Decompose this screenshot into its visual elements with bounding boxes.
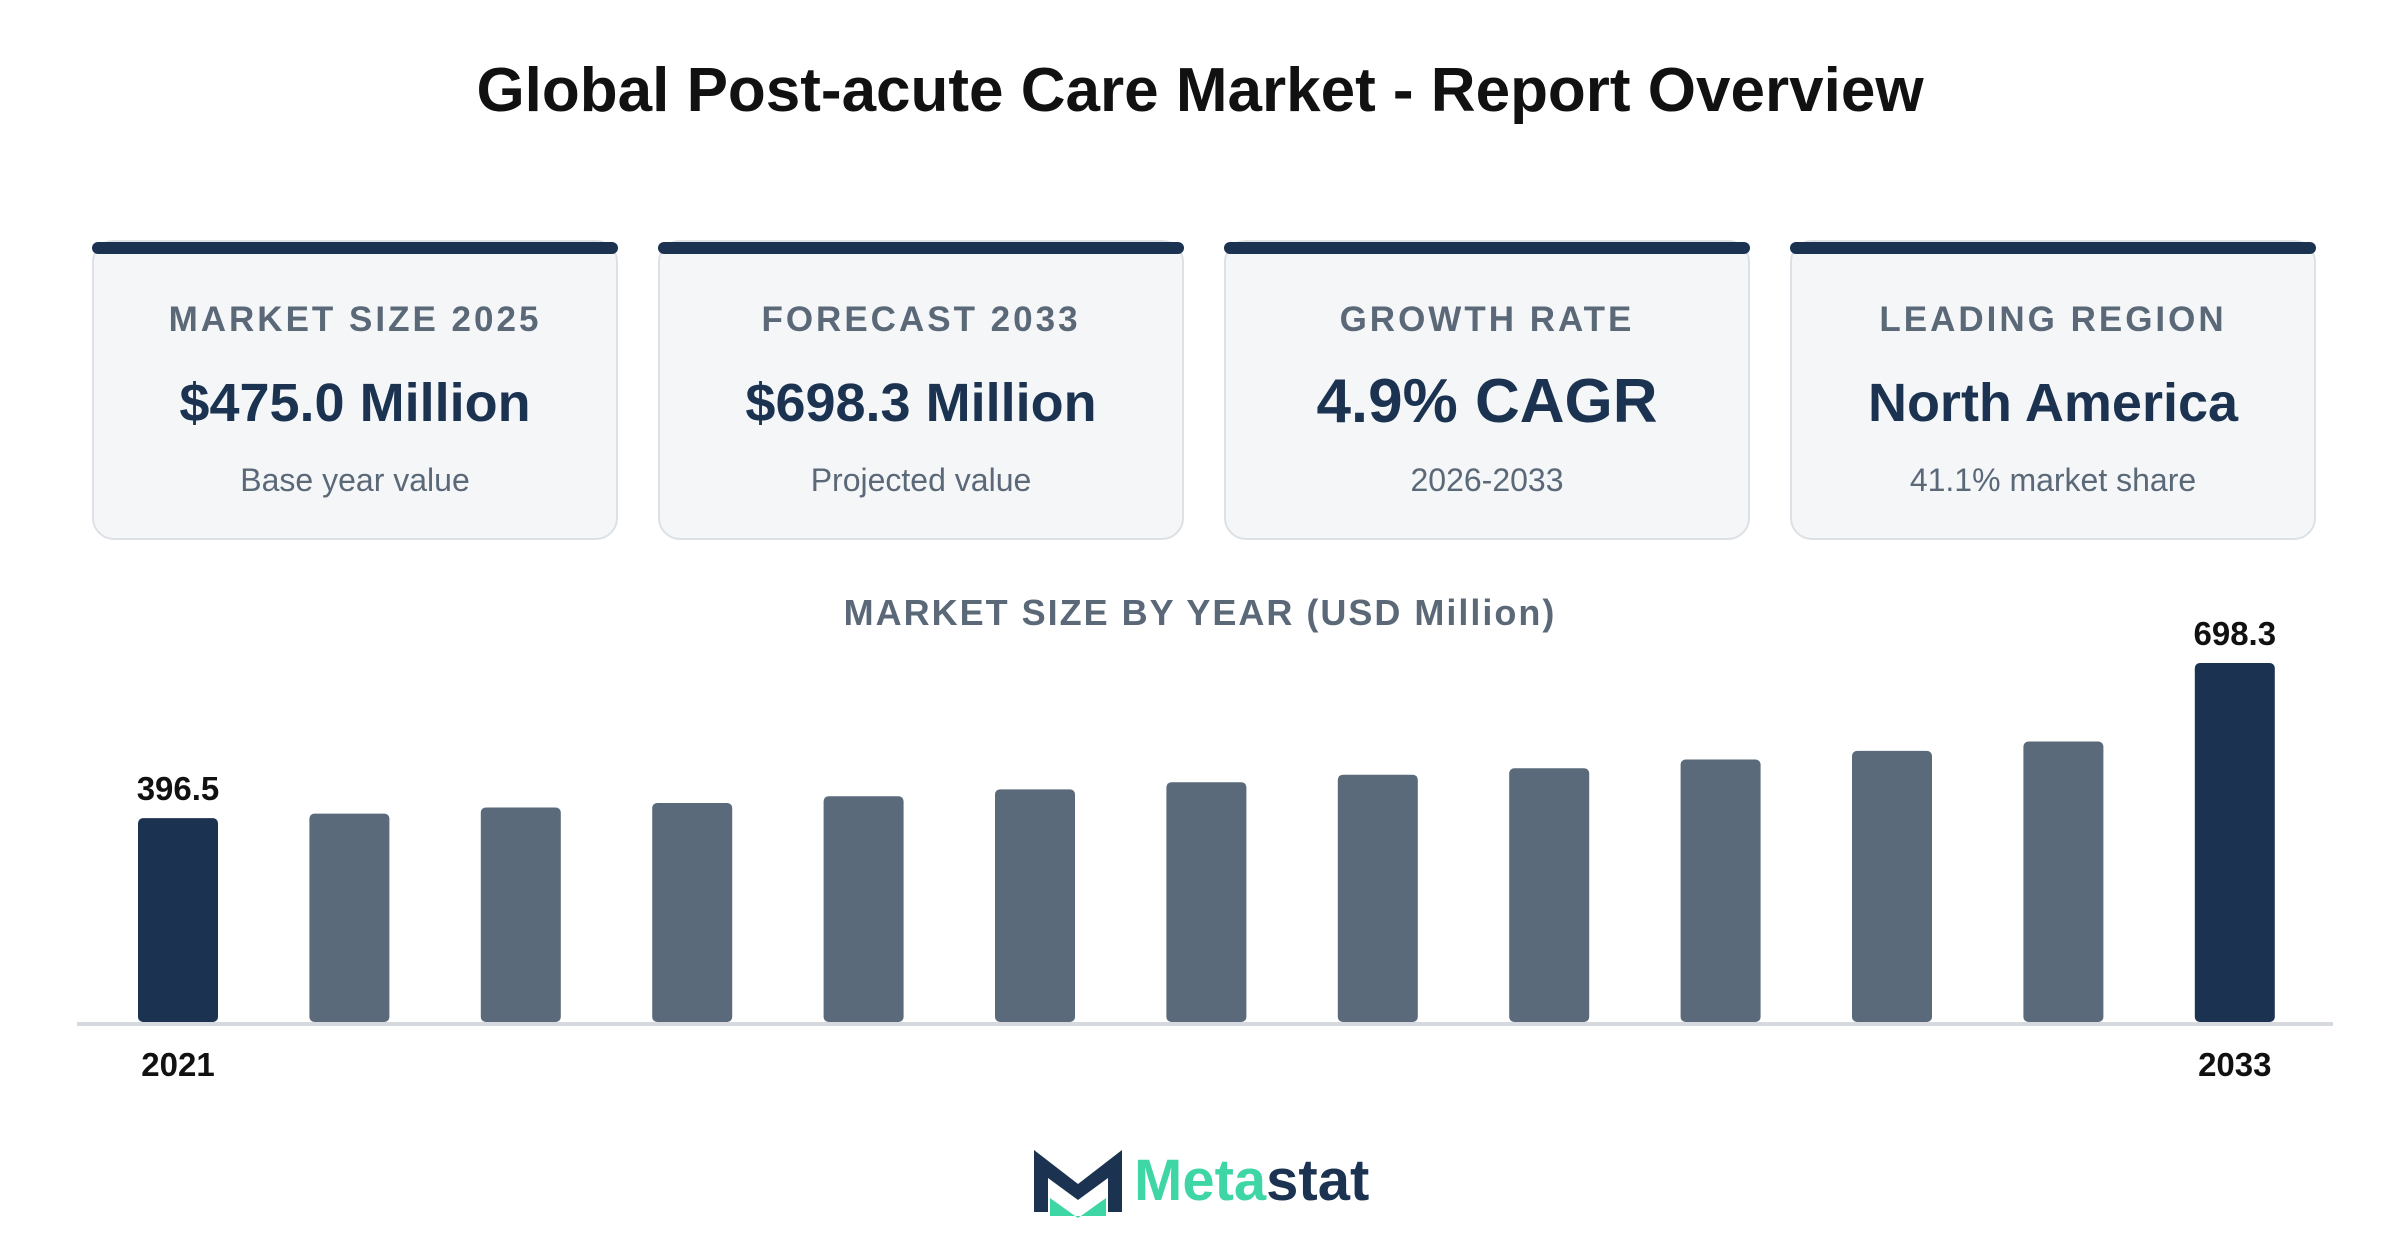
bar-2022 bbox=[309, 813, 390, 1022]
metastat-logo: Metastat bbox=[1028, 1142, 1369, 1218]
card-subtitle: Base year value bbox=[240, 462, 470, 498]
logo-text-stat: stat bbox=[1266, 1147, 1370, 1213]
card-accent-bar bbox=[1224, 242, 1750, 254]
data-label-2021: 396.5 bbox=[137, 770, 220, 807]
card-value: $698.3 Million bbox=[745, 373, 1097, 433]
bar-2030 bbox=[1680, 759, 1761, 1022]
bar-2032 bbox=[2023, 741, 2104, 1022]
card-subtitle: 2026-2033 bbox=[1410, 462, 1564, 498]
bar-2025 bbox=[823, 796, 904, 1022]
card-value: 4.9% CAGR bbox=[1316, 367, 1658, 436]
card-accent-bar bbox=[1790, 242, 2316, 254]
kpi-card-leading-region: LEADING REGION North America 41.1% marke… bbox=[1790, 240, 2316, 540]
metastat-logo-icon bbox=[1034, 1150, 1122, 1218]
kpi-card-growth-rate: GROWTH RATE 4.9% CAGR 2026-2033 bbox=[1224, 240, 1750, 540]
card-value: North America bbox=[1867, 373, 2239, 433]
card-accent-bar bbox=[658, 242, 1184, 254]
chart-title: MARKET SIZE BY YEAR (USD Million) bbox=[843, 592, 1557, 633]
card-label: MARKET SIZE 2025 bbox=[168, 300, 542, 339]
card-subtitle: Projected value bbox=[810, 462, 1032, 498]
card-label: GROWTH RATE bbox=[1339, 300, 1635, 339]
card-label: LEADING REGION bbox=[1879, 300, 2227, 339]
page-title: Global Post-acute Care Market - Report O… bbox=[476, 56, 1924, 125]
data-label-2033: 698.3 bbox=[2194, 615, 2277, 652]
card-label: FORECAST 2033 bbox=[761, 300, 1081, 339]
card-value: $475.0 Million bbox=[179, 373, 531, 433]
bar-2028 bbox=[1337, 774, 1418, 1022]
bar-2023 bbox=[480, 807, 561, 1022]
bar-2024 bbox=[652, 802, 733, 1022]
bar-2027 bbox=[1166, 782, 1247, 1022]
card-accent-bar bbox=[92, 242, 618, 254]
logo-text: Metastat bbox=[1134, 1147, 1369, 1214]
kpi-cards: MARKET SIZE 2025 $475.0 Million Base yea… bbox=[92, 240, 2316, 540]
kpi-card-forecast: FORECAST 2033 $698.3 Million Projected v… bbox=[658, 240, 1184, 540]
logo-text-meta: Meta bbox=[1134, 1147, 1267, 1213]
card-subtitle: 41.1% market share bbox=[1909, 462, 2197, 498]
kpi-card-market-size: MARKET SIZE 2025 $475.0 Million Base yea… bbox=[92, 240, 618, 540]
tick-label-2021: 2021 bbox=[141, 1046, 214, 1083]
bar-2031 bbox=[1852, 750, 1932, 1022]
bar-2021 bbox=[138, 818, 218, 1022]
bar-2029 bbox=[1509, 768, 1590, 1022]
bar-2026 bbox=[995, 789, 1075, 1022]
bar-2033 bbox=[2194, 663, 2275, 1022]
tick-label-2033: 2033 bbox=[2198, 1046, 2271, 1083]
